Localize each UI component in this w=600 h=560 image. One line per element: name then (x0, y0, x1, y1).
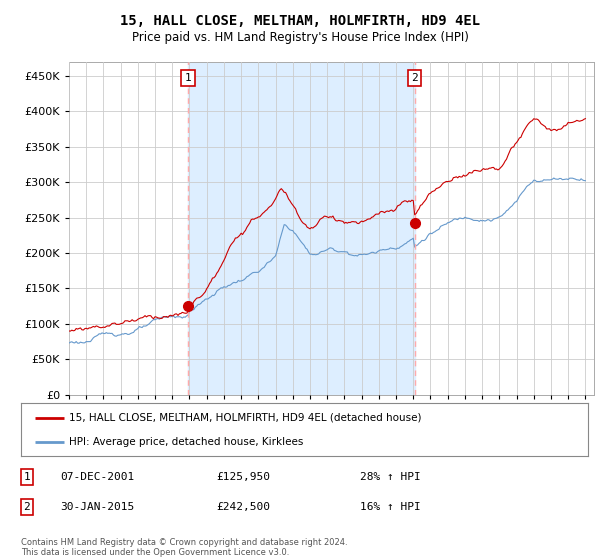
Text: 07-DEC-2001: 07-DEC-2001 (60, 472, 134, 482)
Text: 1: 1 (185, 73, 191, 83)
Text: £125,950: £125,950 (216, 472, 270, 482)
Text: Contains HM Land Registry data © Crown copyright and database right 2024.
This d: Contains HM Land Registry data © Crown c… (21, 538, 347, 557)
Text: HPI: Average price, detached house, Kirklees: HPI: Average price, detached house, Kirk… (69, 437, 304, 447)
Text: 15, HALL CLOSE, MELTHAM, HOLMFIRTH, HD9 4EL: 15, HALL CLOSE, MELTHAM, HOLMFIRTH, HD9 … (120, 14, 480, 28)
Text: 28% ↑ HPI: 28% ↑ HPI (360, 472, 421, 482)
Text: 2: 2 (23, 502, 31, 512)
Text: 30-JAN-2015: 30-JAN-2015 (60, 502, 134, 512)
Text: 16% ↑ HPI: 16% ↑ HPI (360, 502, 421, 512)
Text: 2: 2 (411, 73, 418, 83)
Text: 15, HALL CLOSE, MELTHAM, HOLMFIRTH, HD9 4EL (detached house): 15, HALL CLOSE, MELTHAM, HOLMFIRTH, HD9 … (69, 413, 422, 423)
Text: Price paid vs. HM Land Registry's House Price Index (HPI): Price paid vs. HM Land Registry's House … (131, 31, 469, 44)
Text: £242,500: £242,500 (216, 502, 270, 512)
Bar (188, 62, 415, 395)
Text: 1: 1 (23, 472, 31, 482)
